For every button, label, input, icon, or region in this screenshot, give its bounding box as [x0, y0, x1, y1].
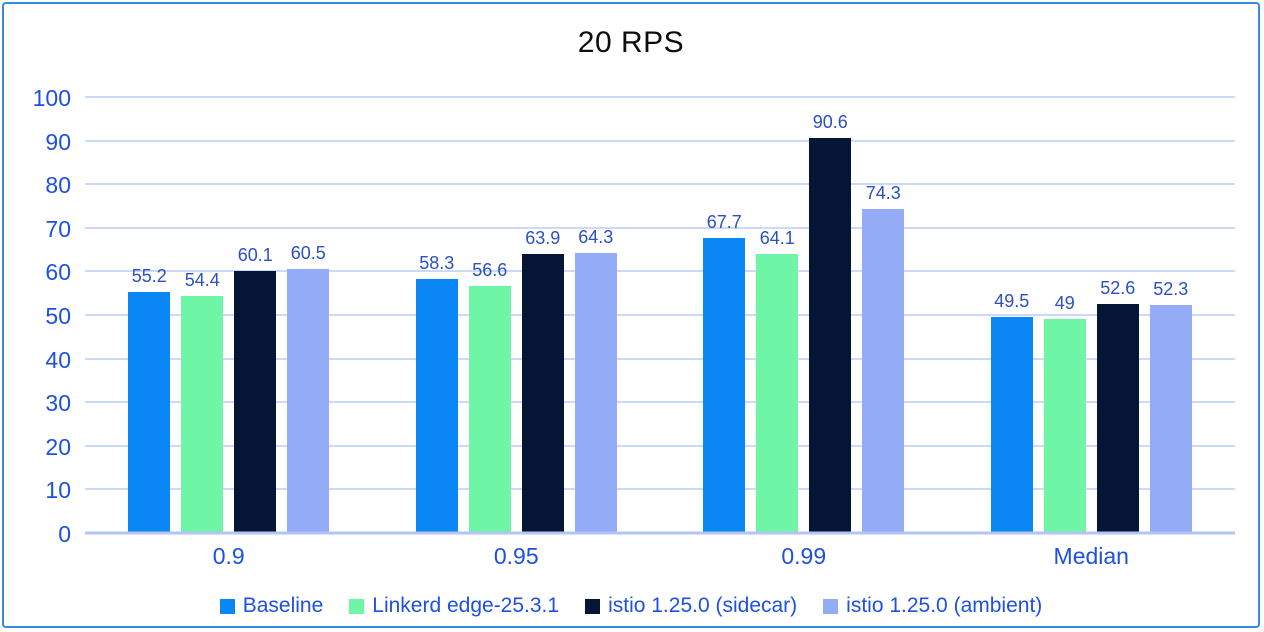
bar-group-0.95: 58.3 56.6 63.9 64.3 [373, 97, 661, 533]
gridline [85, 226, 1235, 229]
gridline [85, 270, 1235, 273]
bar-Linkerd edge-25.3.1[interactable]: 49 [1043, 293, 1086, 533]
chart-title: 20 RPS [577, 26, 685, 59]
bar-istio 1.25.0 (sidecar)[interactable]: 52.6 [1096, 278, 1139, 533]
legend-item-Linkerd edge-25.3.1[interactable]: Linkerd edge-25.3.1 [349, 594, 559, 618]
legend-swatch [585, 598, 601, 614]
bar-value-label: 52.3 [1153, 278, 1189, 299]
gridline [85, 401, 1235, 404]
bar-value-label: 49.5 [994, 291, 1030, 312]
bar-value-label: 56.6 [472, 260, 508, 281]
bar-value-label: 58.3 [419, 252, 455, 273]
legend-swatch [219, 598, 235, 614]
legend-label: istio 1.25.0 (ambient) [846, 594, 1043, 617]
bar-value-label: 63.9 [525, 228, 561, 249]
bar-istio 1.25.0 (ambient)[interactable]: 64.3 [574, 227, 617, 533]
bar-istio 1.25.0 (sidecar)[interactable]: 60.1 [234, 245, 277, 533]
bar-value-label: 74.3 [865, 183, 901, 204]
y-tick-label: 40 [45, 346, 71, 373]
legend-swatch [823, 598, 839, 614]
y-tick-label: 0 [58, 521, 71, 547]
x-axis-line [85, 531, 1235, 535]
gridline [85, 314, 1235, 316]
x-tick-label-Median: Median [1053, 543, 1129, 569]
bar-value-label: 64.3 [578, 226, 614, 247]
x-axis-labels: 0.9 0.95 0.99 Median [85, 543, 1235, 570]
gridline [85, 357, 1235, 360]
legend-label: istio 1.25.0 (sidecar) [608, 594, 798, 617]
bar-groups: 55.2 54.4 60.1 60.5 58.3 56.6 63.9 64.3 67.7 64.1… [85, 97, 1235, 533]
gridline [85, 96, 1235, 98]
bar-Baseline[interactable]: 49.5 [990, 291, 1033, 533]
bar-value-label: 54.4 [184, 269, 220, 290]
y-tick-label: 20 [45, 433, 71, 460]
y-tick-label: 50 [45, 303, 71, 329]
bar-value-label: 55.2 [131, 266, 167, 287]
legend-item-Baseline[interactable]: Baseline [219, 594, 324, 618]
bar-Baseline[interactable]: 58.3 [415, 253, 458, 533]
bar-Linkerd edge-25.3.1[interactable]: 56.6 [468, 260, 511, 533]
legend-swatch [349, 598, 365, 614]
y-tick-label: 60 [45, 259, 71, 286]
bar-group-Median: 49.5 49 52.6 52.3 [948, 97, 1236, 533]
bar-istio 1.25.0 (ambient)[interactable]: 74.3 [862, 183, 905, 533]
bar-value-label: 67.7 [706, 211, 742, 232]
legend-item-istio 1.25.0 (sidecar)[interactable]: istio 1.25.0 (sidecar) [585, 594, 797, 618]
y-tick-label: 80 [45, 172, 71, 199]
x-tick-label-0.99: 0.99 [781, 543, 827, 569]
bar-value-label: 64.1 [759, 227, 795, 248]
bar-group-0.99: 67.7 64.1 90.6 74.3 [660, 97, 948, 533]
bar-group-0.9: 55.2 54.4 60.1 60.5 [85, 97, 373, 533]
x-tick-label-0.9: 0.9 [212, 543, 245, 569]
legend-item-istio 1.25.0 (ambient)[interactable]: istio 1.25.0 (ambient) [823, 594, 1042, 618]
y-tick-label: 70 [45, 215, 71, 242]
y-tick-label: 30 [45, 390, 71, 417]
bar-value-label: 60.5 [290, 243, 326, 264]
bar-istio 1.25.0 (ambient)[interactable]: 52.3 [1149, 279, 1192, 533]
legend: Baseline Linkerd edge-25.3.1 istio 1.25.0 … [4, 594, 1258, 618]
bar-istio 1.25.0 (ambient)[interactable]: 60.5 [287, 243, 330, 533]
y-tick-label: 90 [45, 128, 71, 155]
plot-area: 55.2 54.4 60.1 60.5 58.3 56.6 63.9 64.3 67.7 64.1… [33, 85, 1235, 547]
bar-value-label: 60.1 [237, 244, 273, 265]
y-tick-label: 10 [45, 477, 71, 504]
bar-Baseline[interactable]: 55.2 [128, 266, 171, 533]
x-tick-label-0.95: 0.95 [493, 543, 539, 569]
bar-value-label: 49 [1054, 293, 1075, 314]
legend-label: Linkerd edge-25.3.1 [372, 594, 560, 617]
gridline [85, 139, 1235, 142]
bar-Linkerd edge-25.3.1[interactable]: 64.1 [756, 228, 799, 533]
bar-Baseline[interactable]: 67.7 [703, 212, 746, 533]
gridline [85, 488, 1235, 491]
gridline [85, 183, 1235, 186]
gridline [85, 444, 1235, 447]
legend-label: Baseline [242, 594, 324, 617]
bar-istio 1.25.0 (sidecar)[interactable]: 63.9 [521, 228, 564, 533]
bar-Linkerd edge-25.3.1[interactable]: 54.4 [181, 270, 224, 533]
bar-value-label: 52.6 [1100, 277, 1136, 298]
bar-istio 1.25.0 (sidecar)[interactable]: 90.6 [809, 112, 852, 533]
bar-value-label: 90.6 [812, 111, 848, 132]
y-tick-label: 100 [32, 85, 71, 111]
